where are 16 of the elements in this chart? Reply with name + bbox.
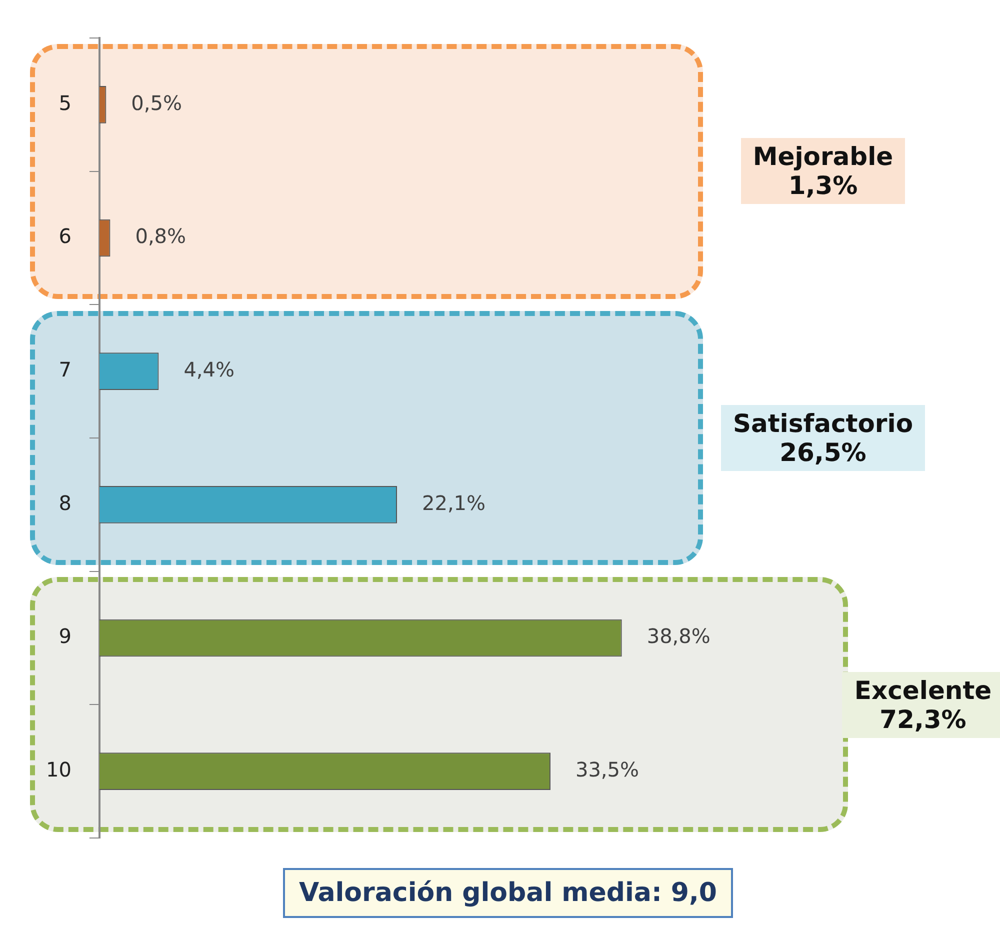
y-tick-label: 6 (58, 224, 72, 248)
text: Excelente 72,3% (842, 672, 1000, 738)
data-label: 33,5% (575, 758, 640, 782)
text: Mejorable 1,3% (740, 138, 906, 204)
data-label: 4,4% (184, 358, 234, 382)
text: Valoración global media: 9,0 (283, 868, 733, 918)
data-label: 38,8% (646, 624, 710, 648)
y-tick-label: 9 (58, 624, 72, 648)
data-label: 0,5% (131, 90, 182, 115)
data-label: 0,8% (135, 224, 186, 248)
y-tick-label: 8 (58, 490, 72, 515)
y-tick-label: 10 (46, 758, 72, 782)
y-tick-label: 5 (58, 90, 72, 115)
data-label: 22,1% (422, 490, 486, 515)
text: Satisfactorio 26,5% (720, 405, 926, 471)
y-tick-label: 7 (58, 358, 72, 382)
